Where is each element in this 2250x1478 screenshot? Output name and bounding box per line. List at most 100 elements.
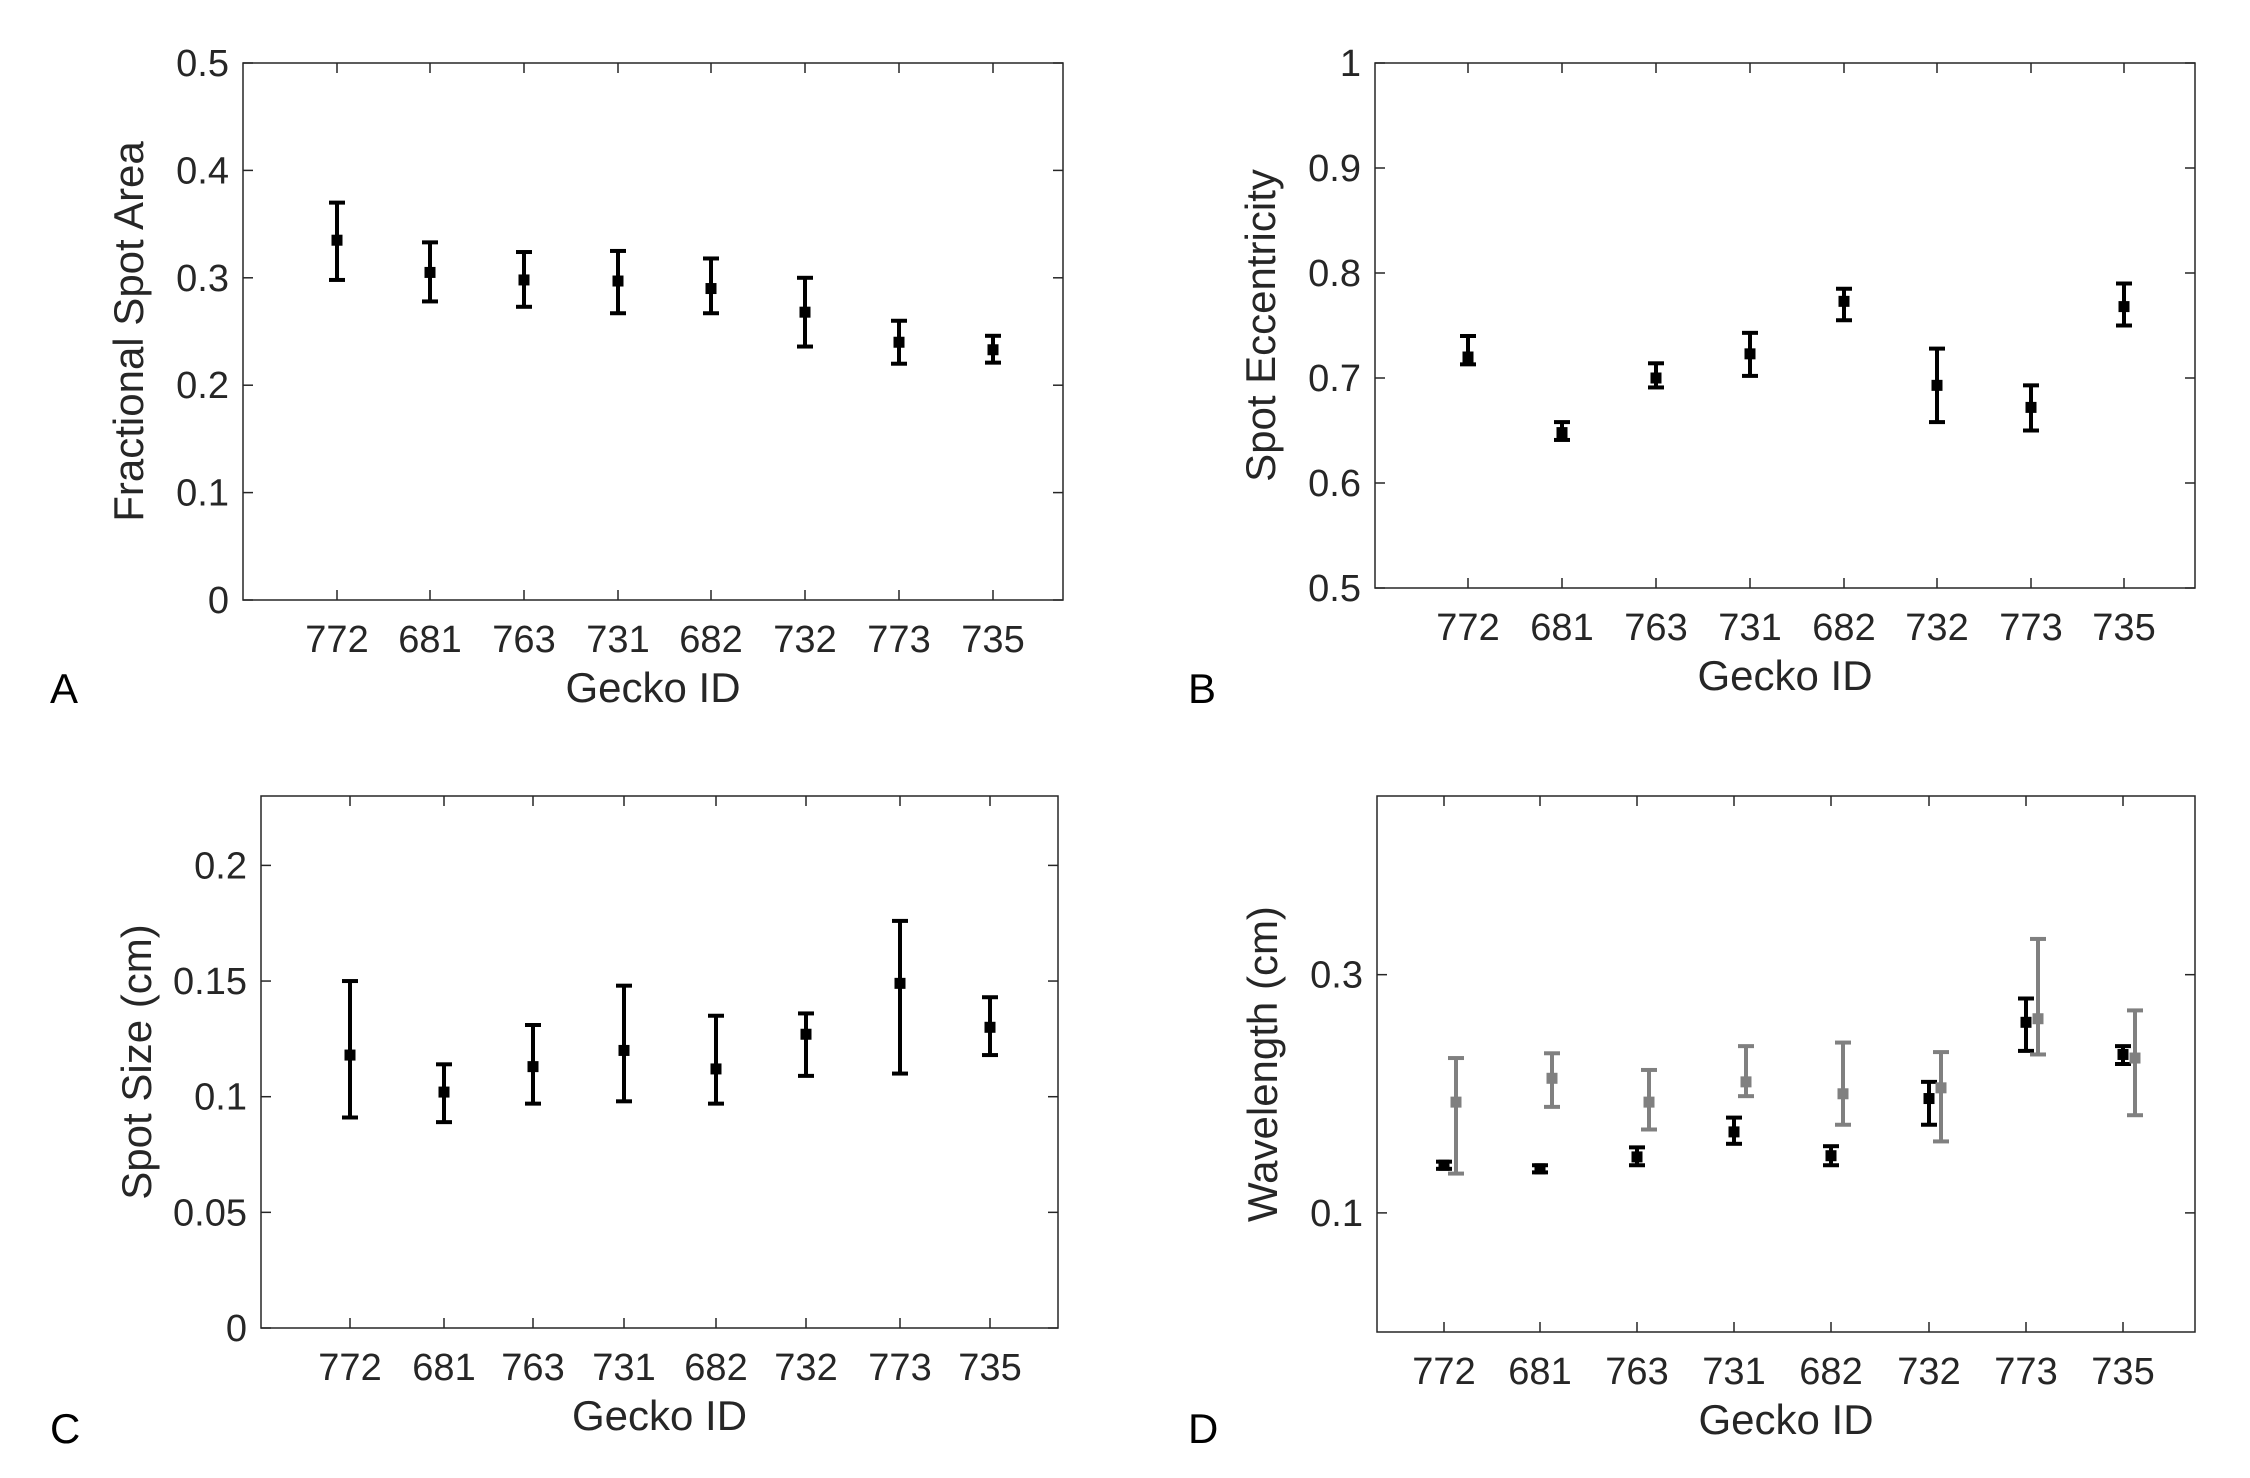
- data-point: [1825, 1150, 1837, 1162]
- data-point: [1546, 1072, 1558, 1084]
- x-tick-label: 681: [1530, 607, 1593, 649]
- y-tick-label: 0.05: [173, 1192, 247, 1234]
- chart-panel-b: 0.5 0.6 0.7 0.8 0.9 1 772 681 763 731 682 732 773 735…: [1237, 43, 2196, 699]
- data-point: [2025, 401, 2037, 413]
- x-tick-label: 731: [1718, 607, 1781, 649]
- x-axis-label: Gecko ID: [1698, 1396, 1873, 1443]
- chart-panel-a: 0 0.1 0.2 0.3 0.4 0.5 772 681 763 731 682 732 773 735…: [105, 43, 1064, 711]
- data-point: [438, 1086, 450, 1098]
- y-tick-label: 0.2: [176, 365, 229, 407]
- x-tick-label: 682: [679, 619, 742, 661]
- data-point: [1650, 372, 1662, 384]
- data-point: [984, 1021, 996, 1033]
- y-tick-label: 0: [208, 580, 229, 622]
- data-point: [1740, 1076, 1752, 1088]
- data-point: [705, 283, 717, 295]
- x-tick-label: 763: [501, 1347, 564, 1389]
- data-point: [1838, 295, 1850, 307]
- data-point: [2117, 1048, 2129, 1060]
- data-point: [1462, 351, 1474, 363]
- panel-label-d: D: [1188, 1405, 1218, 1452]
- y-tick-label: 0.6: [1308, 463, 1361, 505]
- x-axis-label: Gecko ID: [565, 664, 740, 711]
- x-tick-label: 772: [1412, 1351, 1475, 1393]
- y-axis-label: Wavelength (cm): [1239, 906, 1286, 1222]
- x-tick-label: 773: [867, 619, 930, 661]
- y-tick-label: 0.9: [1308, 148, 1361, 190]
- data-point: [1534, 1163, 1546, 1175]
- data-point: [527, 1061, 539, 1073]
- x-tick-label: 773: [1994, 1351, 2057, 1393]
- data-point: [618, 1044, 630, 1056]
- x-axis-label: Gecko ID: [1697, 652, 1872, 699]
- y-axis-label: Fractional Spot Area: [105, 141, 152, 522]
- chart-panel-c: 0 0.05 0.1 0.15 0.2 772 681 763 731 682 732 773 735 G…: [113, 795, 1059, 1439]
- data-point: [1438, 1159, 1450, 1171]
- panel-label-a: A: [50, 665, 78, 712]
- data-point: [1744, 348, 1756, 360]
- data-point: [331, 234, 343, 246]
- x-axis-label: Gecko ID: [572, 1392, 747, 1439]
- y-tick-label: 0: [226, 1308, 247, 1350]
- x-tick-label: 732: [1897, 1351, 1960, 1393]
- data-point: [893, 336, 905, 348]
- data-point: [1631, 1151, 1643, 1163]
- data-point: [518, 274, 530, 286]
- y-tick-label: 0.5: [176, 43, 229, 85]
- x-tick-label: 735: [961, 619, 1024, 661]
- data-point: [1728, 1126, 1740, 1138]
- data-point: [2032, 1013, 2044, 1025]
- data-point: [1556, 427, 1568, 439]
- x-tick-label: 772: [318, 1347, 381, 1389]
- data-point: [987, 344, 999, 356]
- y-tick-label: 0.3: [176, 258, 229, 300]
- data-point: [1643, 1096, 1655, 1108]
- data-point: [424, 266, 436, 278]
- data-point: [1837, 1088, 1849, 1100]
- data-point: [710, 1063, 722, 1075]
- x-tick-label: 772: [1436, 607, 1499, 649]
- data-point: [799, 306, 811, 318]
- data-point: [800, 1028, 812, 1040]
- data-point: [1935, 1082, 1947, 1094]
- x-tick-label: 682: [1812, 607, 1875, 649]
- y-tick-label: 0.2: [194, 845, 247, 887]
- x-tick-label: 763: [1605, 1351, 1668, 1393]
- x-tick-label: 732: [774, 1347, 837, 1389]
- data-point: [612, 275, 624, 287]
- data-point: [894, 977, 906, 989]
- y-tick-label: 0.8: [1308, 253, 1361, 295]
- x-tick-label: 773: [868, 1347, 931, 1389]
- y-tick-label: 0.1: [176, 473, 229, 515]
- x-tick-label: 682: [1799, 1351, 1862, 1393]
- y-tick-label: 1: [1340, 43, 1361, 85]
- data-point: [1450, 1096, 1462, 1108]
- y-axis-label: Spot Size (cm): [113, 924, 160, 1199]
- x-tick-label: 735: [2091, 1351, 2154, 1393]
- x-tick-label: 731: [586, 619, 649, 661]
- data-point: [344, 1049, 356, 1061]
- plot-frame: [1376, 795, 2196, 1333]
- data-point: [2118, 301, 2130, 313]
- x-tick-label: 681: [1508, 1351, 1571, 1393]
- y-tick-label: 0.1: [194, 1077, 247, 1119]
- x-tick-label: 681: [398, 619, 461, 661]
- x-tick-label: 763: [1624, 607, 1687, 649]
- chart-panel-d: 0.1 0.3 772 681 763 731 682 732 773 735 Gecko ID Wa…: [1239, 795, 2196, 1443]
- panel-label-c: C: [50, 1405, 80, 1452]
- y-tick-label: 0.5: [1308, 568, 1361, 610]
- data-point: [1931, 379, 1943, 391]
- x-tick-label: 735: [2092, 607, 2155, 649]
- y-tick-label: 0.4: [176, 150, 229, 192]
- y-axis-label: Spot Eccentricity: [1237, 169, 1284, 482]
- plot-frame: [1374, 62, 2196, 589]
- x-tick-label: 735: [958, 1347, 1021, 1389]
- x-tick-label: 732: [773, 619, 836, 661]
- y-tick-label: 0.15: [173, 961, 247, 1003]
- y-tick-label: 0.1: [1310, 1193, 1363, 1235]
- x-tick-label: 731: [592, 1347, 655, 1389]
- data-point: [1923, 1093, 1935, 1105]
- plot-frame: [260, 795, 1059, 1329]
- panel-label-b: B: [1188, 665, 1216, 712]
